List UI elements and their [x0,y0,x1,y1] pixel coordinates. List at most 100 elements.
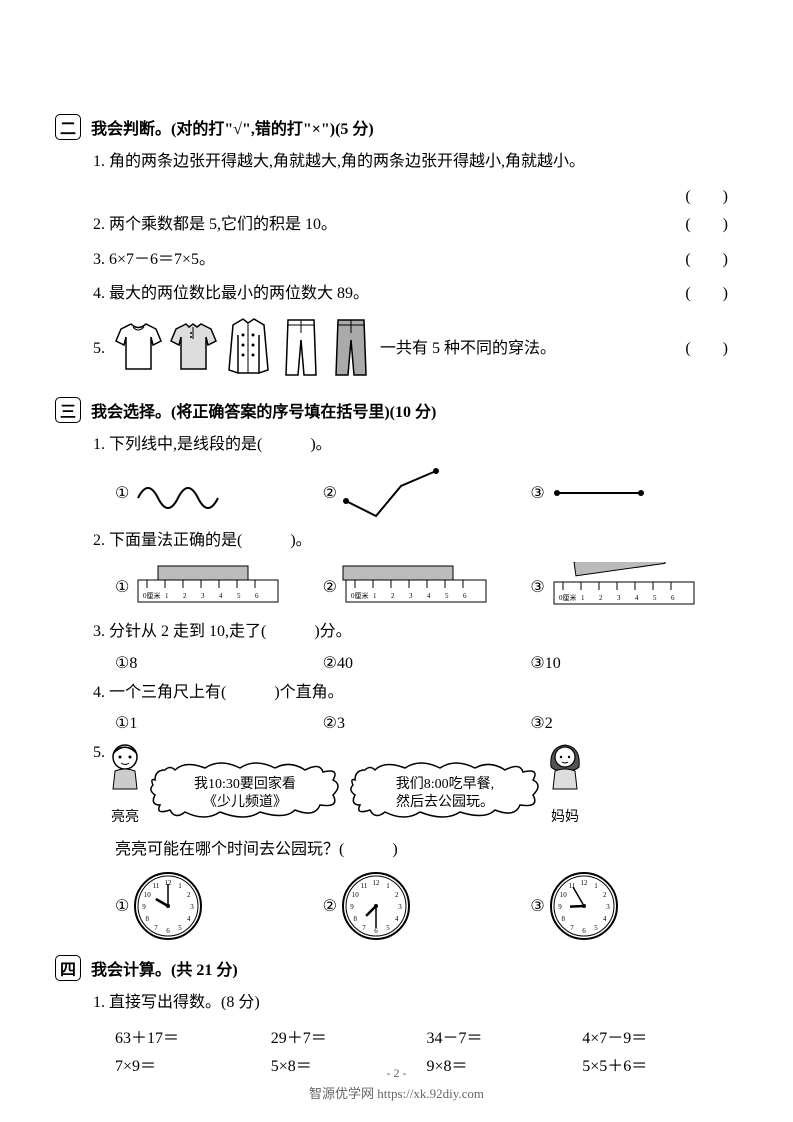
svg-text:4: 4 [219,592,223,600]
svg-text:1: 1 [179,882,183,890]
svg-text:1: 1 [386,882,390,890]
svg-text:3: 3 [606,903,610,911]
s2-q3-num: 3. [93,251,105,268]
s2-q3-paren[interactable]: ( ) [685,246,728,275]
svg-text:7: 7 [155,924,159,932]
svg-text:6: 6 [463,592,467,600]
s2-q3-text: 6×7－6＝7×5。 [109,251,215,268]
s3-q5-opt-c[interactable]: ③ 123456789101112 [530,871,738,941]
s3-q5-opt-a[interactable]: ① 123456789101112 [115,871,323,941]
svg-text:6: 6 [255,592,259,600]
section-2-badge: 二 [55,114,81,140]
svg-text:3: 3 [201,592,205,600]
svg-text:5: 5 [445,592,449,600]
s3-q2-options: ① 0厘米123456 ② 0厘米123456 ③ 0厘米123456 [115,562,738,612]
svg-text:3: 3 [409,592,413,600]
svg-text:3: 3 [398,903,402,911]
s3-q2-opt-c[interactable]: ③ 0厘米123456 [530,562,738,612]
s2-q1-num: 1. [93,153,105,170]
s2-q5-num: 5. [93,335,105,364]
svg-text:2: 2 [395,891,399,899]
s2-q3: 3. 6×7－6＝7×5。 ( ) [93,246,738,275]
s3-q1-opt-b[interactable]: ② [323,466,531,521]
bubble-2-icon: 我们8:00吃早餐, 然后去公园玩。 [345,760,545,830]
svg-text:9: 9 [558,903,562,911]
s3-q1: 1. 下列线中,是线段的是( )。 [93,431,738,460]
svg-text:11: 11 [361,882,368,890]
s2-q1-paren[interactable]: ( ) [685,183,728,212]
svg-text:10: 10 [559,891,567,899]
s3-q1-opt-c[interactable]: ③ [530,483,738,503]
s3-q3-text: 分针从 2 走到 10,走了( )分。 [109,623,352,640]
svg-text:10: 10 [352,891,360,899]
s3-q3: 3. 分针从 2 走到 10,走了( )分。 [93,618,738,647]
section-2-header: 二 我会判断。(对的打"√",错的打"×")(5 分) [55,114,738,140]
s3-q5: 5. 亮亮 我10:30要回家看 《少儿频道》 我们8:00吃早餐, 然后去公园… [93,739,738,830]
s3-q3-num: 3. [93,623,105,640]
s3-q1-num: 1. [93,436,105,453]
s2-q2-text: 两个乘数都是 5,它们的积是 10。 [109,216,337,233]
svg-text:8: 8 [561,915,565,923]
s2-q4-paren[interactable]: ( ) [685,280,728,309]
svg-text:5: 5 [179,924,183,932]
s3-q2-opt-a[interactable]: ① 0厘米123456 [115,564,323,609]
s3-q1-opt-a[interactable]: ① [115,473,323,513]
svg-text:9: 9 [143,903,147,911]
s3-q3-opt-c[interactable]: ③10 [530,653,738,673]
svg-text:7: 7 [570,924,574,932]
s3-q2: 2. 下面量法正确的是( )。 [93,527,738,556]
svg-text:4: 4 [427,592,431,600]
svg-text:2: 2 [187,891,191,899]
s3-q5-question: 亮亮可能在哪个时间去公园玩？( ) [115,836,738,865]
svg-text:6: 6 [167,927,171,935]
s2-q1-paren-row: ( ) [93,183,738,205]
svg-text:5: 5 [237,592,241,600]
s2-q4-text: 最大的两位数比最小的两位数大 89。 [109,285,369,302]
svg-text:6: 6 [582,927,586,935]
svg-text:1: 1 [581,594,585,602]
s2-q2: 2. 两个乘数都是 5,它们的积是 10。 ( ) [93,211,738,240]
pants-light-icon [276,315,326,383]
bubble-1-icon: 我10:30要回家看 《少儿频道》 [145,760,345,830]
page-number: - 2 - [0,1066,793,1081]
s3-q3-opt-a[interactable]: ①8 [115,653,323,673]
s3-q4-opt-a[interactable]: ①1 [115,713,323,733]
s2-q2-paren[interactable]: ( ) [685,211,728,240]
svg-text:4: 4 [603,915,607,923]
jacket-icon [221,315,276,383]
svg-text:1: 1 [165,592,169,600]
calc-r1-d[interactable]: 4×7－9＝ [582,1024,738,1048]
s3-q2-opt-b[interactable]: ② 0厘米123456 [323,564,531,609]
s3-q4: 4. 一个三角尺上有( )个直角。 [93,679,738,708]
s3-q2-text: 下面量法正确的是( )。 [109,532,312,549]
svg-text:4: 4 [395,915,399,923]
svg-text:4: 4 [635,594,639,602]
calc-r1-c[interactable]: 34－7＝ [427,1024,583,1048]
s2-q1-text: 角的两条边张开得越大,角就越大,角的两条边张开得越小,角就越小。 [109,153,585,170]
boy-name: 亮亮 [105,805,145,830]
section-3-title: 我会选择。(将正确答案的序号填在括号里)(10 分) [91,398,436,422]
section-4-title: 我会计算。(共 21 分) [91,956,238,980]
s3-q4-num: 4. [93,684,105,701]
s3-q4-opt-c[interactable]: ③2 [530,713,738,733]
section-2-title: 我会判断。(对的打"√",错的打"×")(5 分) [91,115,374,139]
s2-q5: 5. 一共有 5 种不同的穿法。 ( ) [93,315,738,383]
footer-site: 智源优学网 https://xk.92diy.com [0,1083,793,1102]
s2-q5-paren[interactable]: ( ) [685,335,728,364]
boy-group: 亮亮 [105,739,145,830]
s2-q5-text: 一共有 5 种不同的穿法。 [380,335,556,364]
s3-q3-opt-b[interactable]: ②40 [323,653,531,673]
svg-text:2: 2 [183,592,187,600]
svg-text:5: 5 [594,924,598,932]
s3-q4-opt-b[interactable]: ②3 [323,713,531,733]
s4-q1: 1. 直接写出得数。(8 分) [93,989,738,1018]
svg-text:12: 12 [580,879,588,887]
s3-q4-options: ①1 ②3 ③2 [115,713,738,733]
wavy-line-icon [133,473,223,513]
s2-q1: 1. 角的两条边张开得越大,角就越大,角的两条边张开得越小,角就越小。 [93,148,738,177]
page-footer: - 2 - 智源优学网 https://xk.92diy.com [0,1066,793,1102]
calc-r1-a[interactable]: 63＋17＝ [115,1024,271,1048]
pants-dark-icon [326,315,376,383]
calc-r1-b[interactable]: 29＋7＝ [271,1024,427,1048]
s3-q5-opt-b[interactable]: ② 123456789101112 [323,871,531,941]
